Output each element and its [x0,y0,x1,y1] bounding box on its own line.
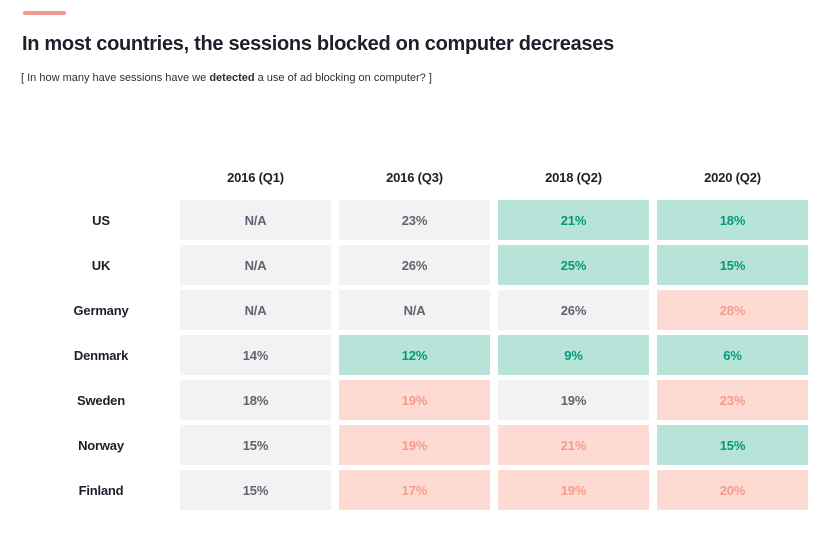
subtitle-suffix: a use of ad blocking on computer? ] [254,72,432,84]
adblock-heatmap-table: 2016 (Q1) 2016 (Q3) 2018 (Q2) 2020 (Q2) US N… [30,166,808,515]
value-cell: 17% [339,470,490,510]
table-row: Denmark 14% 12% 9% 6% [30,335,808,375]
table-row: US N/A 23% 21% 18% [30,200,808,240]
value-cell: 21% [498,425,649,465]
value-cell: 23% [657,380,808,420]
page-subtitle: [ In how many have sessions have we dete… [21,72,432,84]
row-label: Sweden [77,392,125,408]
table-row: Finland 15% 17% 19% 20% [30,470,808,510]
value-cell: 15% [180,470,331,510]
table-body: US N/A 23% 21% 18% UK N/A 26% 25% 15% Germany N/A N/… [30,200,808,510]
page-title: In most countries, the sessions blocked … [22,33,614,55]
value-cell: 18% [180,380,331,420]
row-label: Denmark [73,347,129,363]
value-cell: 25% [498,245,649,285]
value-cell: 23% [339,200,490,240]
value-cell: 15% [657,245,808,285]
table-row: Norway 15% 19% 21% 15% [30,425,808,465]
row-label: UK [91,257,111,273]
table-row: UK N/A 26% 25% 15% [30,245,808,285]
row-label: Norway [78,437,124,453]
value-cell: N/A [180,290,331,330]
subtitle-bold-word: detected [209,72,255,84]
column-header: 2016 (Q3) [386,169,443,185]
value-cell: 19% [339,425,490,465]
table-header-row: 2016 (Q1) 2016 (Q3) 2018 (Q2) 2020 (Q2) [30,166,808,188]
row-label: Germany [73,302,129,318]
value-cell: 6% [657,335,808,375]
table-row: Germany N/A N/A 26% 28% [30,290,808,330]
value-cell: N/A [339,290,490,330]
table-row: Sweden 18% 19% 19% 23% [30,380,808,420]
value-cell: 26% [498,290,649,330]
value-cell: N/A [180,200,331,240]
value-cell: 15% [657,425,808,465]
value-cell: 20% [657,470,808,510]
value-cell: 21% [498,200,649,240]
row-label: US [92,212,110,228]
row-label: Finland [78,482,124,498]
column-header: 2020 (Q2) [704,169,761,185]
value-cell: 12% [339,335,490,375]
value-cell: N/A [180,245,331,285]
value-cell: 28% [657,290,808,330]
value-cell: 9% [498,335,649,375]
value-cell: 14% [180,335,331,375]
value-cell: 26% [339,245,490,285]
value-cell: 15% [180,425,331,465]
accent-dash [23,11,66,15]
subtitle-prefix: [ In how many have sessions have we [21,72,210,84]
column-header: 2016 (Q1) [227,169,284,185]
value-cell: 18% [657,200,808,240]
value-cell: 19% [498,470,649,510]
value-cell: 19% [339,380,490,420]
column-header: 2018 (Q2) [545,169,602,185]
value-cell: 19% [498,380,649,420]
